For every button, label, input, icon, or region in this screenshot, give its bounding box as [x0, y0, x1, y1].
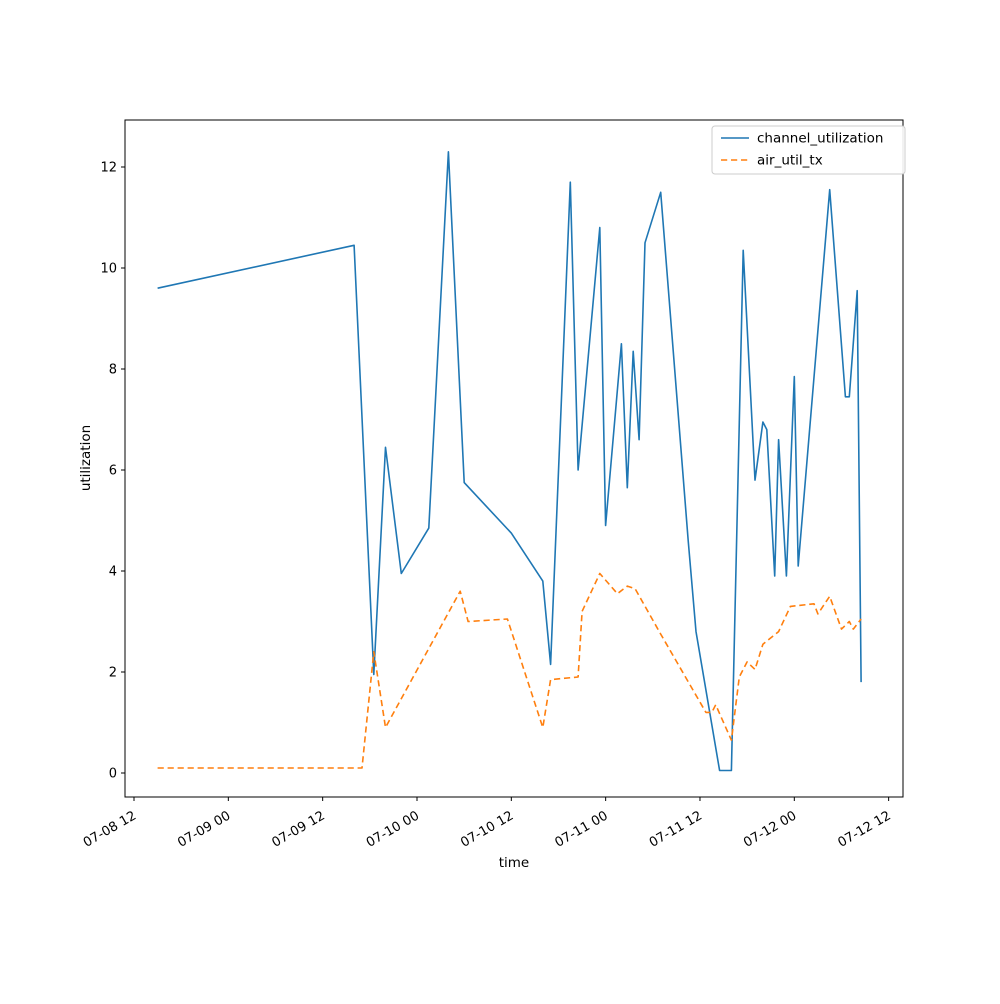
- x-tick-label: 07-12 00: [741, 808, 799, 850]
- x-axis-label: time: [499, 855, 530, 871]
- series-line-air_util_tx: [157, 572, 862, 769]
- x-tick-label: 07-11 00: [553, 808, 611, 850]
- series-line-channel_utilization: [157, 151, 862, 772]
- legend-entry-air-util-tx: air_util_tx: [757, 153, 823, 169]
- y-tick-label: 8: [109, 363, 117, 378]
- y-tick-label: 6: [109, 464, 117, 479]
- x-tick-label: 07-08 12: [81, 808, 139, 850]
- axis-ticks: 07-08 12 07-09 00 07-09 12 07-10 00 07-10 12…: [81, 161, 894, 851]
- x-tick-label: 07-10 00: [364, 808, 422, 850]
- y-tick-label: 0: [109, 767, 117, 782]
- series-lines: [157, 151, 862, 772]
- x-tick-label: 07-10 12: [458, 808, 516, 850]
- y-tick-label: 2: [109, 666, 117, 681]
- y-axis-label: utilization: [78, 425, 94, 491]
- y-tick-label: 12: [100, 161, 117, 176]
- legend-entry-channel-utilization: channel_utilization: [757, 131, 884, 147]
- x-tick-label: 07-09 00: [175, 808, 233, 850]
- x-tick-label: 07-12 12: [836, 808, 894, 850]
- legend-box: [711, 125, 906, 175]
- plot-area-spines: [124, 119, 904, 798]
- legend: channel_utilization air_util_tx: [711, 125, 906, 175]
- y-tick-label: 4: [109, 565, 117, 580]
- y-tick-label: 10: [100, 262, 117, 277]
- x-tick-label: 07-09 12: [270, 808, 328, 850]
- x-tick-label: 07-11 12: [647, 808, 705, 850]
